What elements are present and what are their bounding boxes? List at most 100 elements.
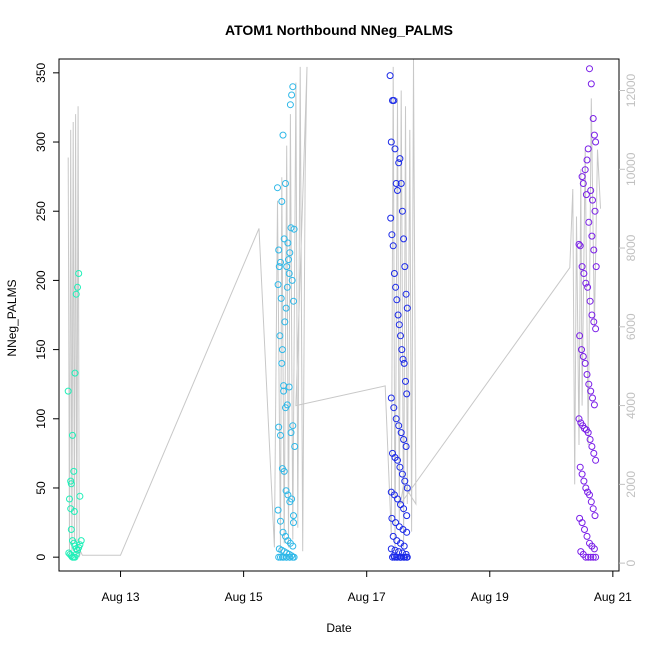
data-point [590,246,598,254]
data-point [590,131,598,139]
points-layer [64,65,600,561]
data-point [400,505,408,513]
y2-tick-label: 10000 [624,152,638,186]
data-point [67,480,75,488]
data-point [287,224,295,232]
y-tick-label: 350 [34,63,48,83]
data-point [581,166,589,174]
data-point [289,422,297,430]
data-point [394,495,401,503]
data-point [590,449,598,457]
data-point [399,355,407,363]
data-point [282,553,290,561]
data-point [286,101,294,109]
data-point [283,283,291,291]
data-point [387,138,395,146]
data-point [397,429,405,437]
data-point [587,498,595,506]
data-point [592,138,600,146]
data-point [576,242,584,250]
data-point [290,297,297,305]
data-point [589,505,597,513]
data-point [274,506,282,514]
data-point [401,263,409,271]
data-point [274,281,282,289]
data-point [277,294,285,302]
data-point [581,425,588,432]
data-point [588,311,596,319]
data-point [66,495,73,503]
data-point [289,553,297,561]
data-point [70,508,78,515]
data-point [584,145,592,153]
x-tick-label: Aug 21 [594,590,632,604]
data-point [592,553,600,561]
data-point [388,231,396,239]
data-point [396,463,404,471]
data-point [390,97,398,104]
data-point [587,387,595,395]
data-point [67,526,75,533]
data-point [589,115,597,122]
data-point [588,232,596,240]
data-point [386,72,394,80]
data-point [587,187,595,194]
data-point [387,545,395,553]
data-point [389,532,397,540]
data-point [76,541,84,549]
data-point [592,325,600,333]
data-point [400,553,408,561]
data-point [281,318,289,326]
y2-tick-label: 12000 [624,73,638,107]
data-point [397,180,405,187]
secondary-line-layer [67,58,601,560]
data-point [575,240,583,248]
y2-tick-label: 4000 [624,392,638,419]
data-point [403,512,411,520]
data-point [588,443,596,450]
data-point [585,218,593,226]
x-tick-label: Aug 17 [348,590,386,604]
data-point [75,270,83,277]
data-point [403,528,411,536]
y-tick-label: 200 [34,270,48,290]
data-point [64,387,72,395]
data-point [403,553,411,561]
data-point [402,443,410,450]
data-point [403,390,411,398]
data-point [398,207,406,215]
data-point [74,283,81,291]
axes-layer: 0 50 100 150 200 250 300 350 Aug 13 Aug 15 Aug 17 A… [34,58,638,604]
data-point [589,394,596,402]
data-point [583,156,591,164]
data-point [586,65,593,73]
data-point [275,423,283,431]
data-point [589,553,597,561]
y-tick-label: 100 [34,408,48,428]
data-point [390,404,398,412]
data-point [290,519,297,527]
data-point [578,173,586,181]
data-point [581,526,588,533]
y2-tick-label: 2000 [624,471,638,498]
data-point [402,377,409,385]
data-point [584,553,592,561]
data-point [391,145,399,153]
data-point [277,258,284,266]
data-point [395,159,403,167]
data-point [275,553,283,561]
data-point [288,495,296,503]
data-point [387,394,395,402]
plot-frame [58,58,620,572]
data-point [583,532,591,540]
data-point [70,467,78,475]
data-point [591,512,599,520]
data-point [288,276,296,284]
data-point [398,470,406,478]
data-point [278,359,286,367]
data-point [592,456,600,464]
data-point [67,477,75,485]
data-point [390,270,398,277]
data-point [389,553,396,561]
